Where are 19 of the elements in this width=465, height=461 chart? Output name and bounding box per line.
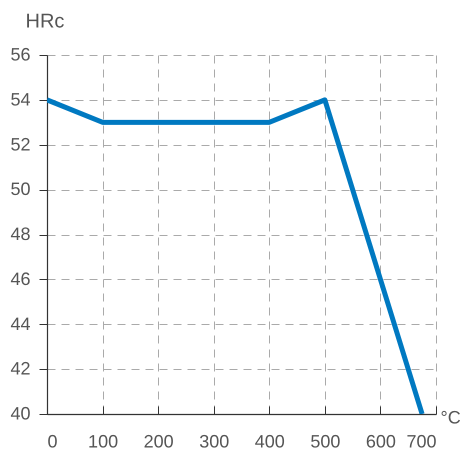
- x-tick-label: 0: [48, 432, 58, 452]
- y-tick-label: 56: [10, 44, 30, 64]
- y-tick-label: 42: [10, 358, 30, 379]
- y-tick-label: 54: [10, 89, 30, 110]
- y-tick-label: 40: [10, 404, 30, 424]
- x-tick-label: 500: [310, 432, 340, 452]
- y-axis-title: HRc: [26, 10, 64, 32]
- y-tick-label: 48: [10, 224, 30, 244]
- y-tick-label: 46: [10, 268, 30, 289]
- x-axis-title: °C: [440, 408, 461, 428]
- y-tick-label: 44: [10, 314, 30, 334]
- x-tick-label: 700: [406, 432, 436, 452]
- y-tick-label: 52: [10, 134, 30, 154]
- x-tick-label: 400: [254, 432, 285, 452]
- x-tick-label: 300: [199, 432, 230, 452]
- x-tick-label: 600: [366, 432, 396, 452]
- y-tick-label: 50: [10, 179, 30, 200]
- x-tick-label: 100: [88, 432, 118, 452]
- x-tick-label: 200: [144, 432, 174, 452]
